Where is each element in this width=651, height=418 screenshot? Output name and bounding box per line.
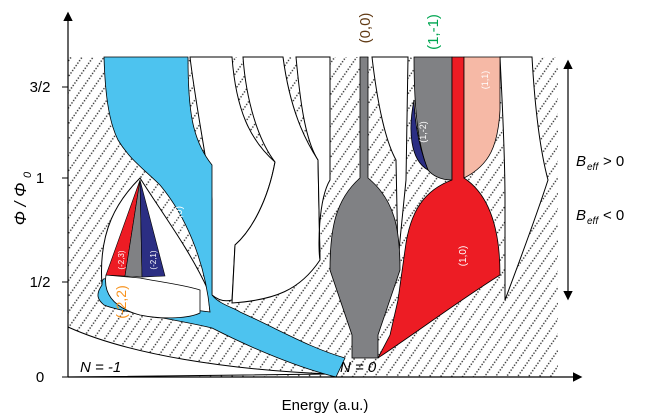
svg-text:eff: eff [587, 216, 599, 227]
label-minus2-2: (-2,2) [113, 285, 129, 318]
label-n-zero: N = 0 [340, 359, 377, 376]
y-axis-label: Φ / Φ 0 [11, 171, 34, 225]
y-tick-label: 3/2 [30, 79, 51, 96]
label-minus2-0: (-2,0) [174, 206, 185, 230]
y-tick-label: 1/2 [30, 274, 51, 291]
y-tick-label: 1 [36, 170, 44, 187]
region-n-minus-1 [67, 326, 331, 378]
svg-text:eff: eff [587, 162, 599, 173]
region-minus2-0 [97, 56, 346, 378]
region-minus2-1 [139, 179, 166, 278]
label-minus2-3: (-2,3) [117, 250, 126, 269]
region-one-zero [377, 56, 501, 359]
label-beff-negative: B eff < 0 [576, 207, 624, 227]
x-axis-label: Energy (a.u.) [282, 397, 369, 414]
label-minus2-1: (-2,1) [149, 250, 158, 269]
label-zero-zero: (0,0) [357, 13, 374, 44]
svg-text:0: 0 [22, 171, 34, 178]
region-one-one [463, 56, 501, 179]
label-one-zero: (1,0) [458, 246, 469, 267]
label-one-one: (1,1) [480, 71, 490, 90]
svg-text:B: B [576, 207, 586, 224]
svg-text:B: B [576, 153, 586, 170]
white-lobe-b [231, 56, 321, 304]
svg-text:< 0: < 0 [603, 207, 624, 224]
label-n-minus-1: N = -1 [80, 359, 121, 376]
svg-text:Φ / Φ: Φ / Φ [11, 183, 30, 226]
y-tick-label: 0 [36, 369, 44, 386]
label-beff-positive: B eff > 0 [576, 153, 624, 173]
white-lobe-e [499, 56, 549, 301]
svg-text:> 0: > 0 [603, 153, 624, 170]
region-minus2-2 [105, 274, 201, 319]
region-one-minus2 [410, 99, 429, 171]
label-one-minus2: (1,-2) [418, 121, 428, 143]
white-lobe-c [295, 56, 331, 261]
label-one-minus1: (1,-1) [425, 14, 442, 50]
